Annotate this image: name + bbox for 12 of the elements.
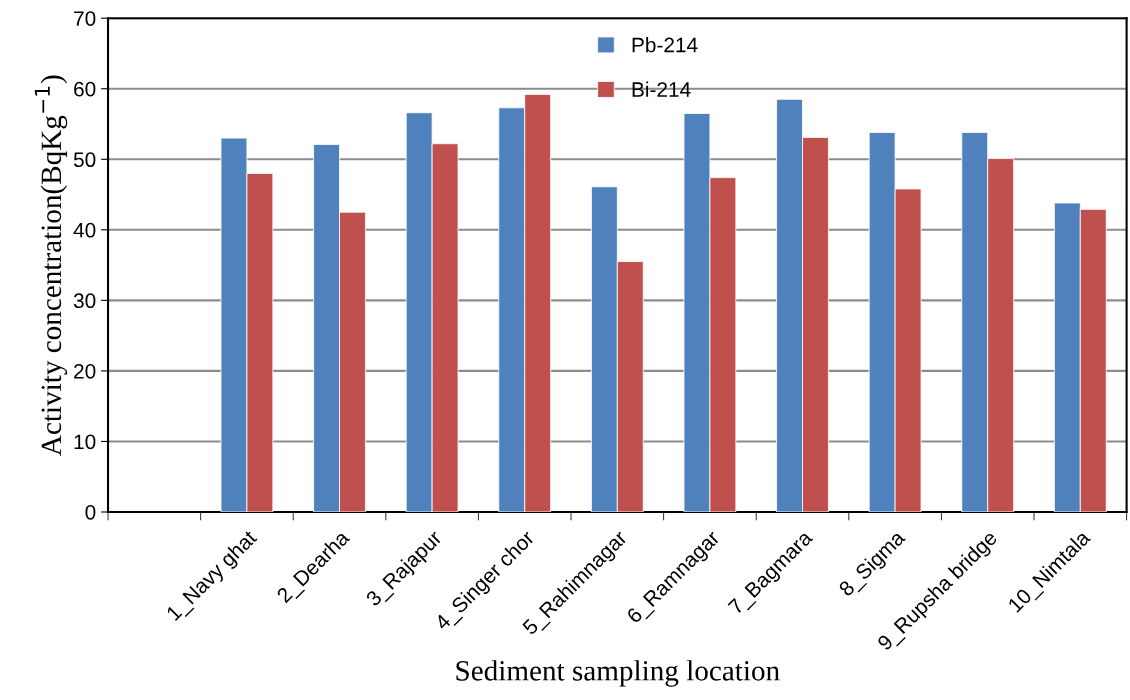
y-tick-label: 40 xyxy=(73,222,96,238)
y-axis-title: Activity concentration(BqKg$^{−1}$) xyxy=(34,75,68,456)
y-tick-label: 60 xyxy=(74,81,96,97)
legend-label: Bi-214 xyxy=(632,81,691,97)
y-tick-label: 50 xyxy=(73,152,96,168)
x-axis-title: Sediment sampling location xyxy=(456,660,780,687)
y-tick-label: 70 xyxy=(74,11,96,26)
y-tick-label: 0 xyxy=(85,504,96,520)
y-tick-label: 20 xyxy=(74,363,96,379)
y-tick-label: 10 xyxy=(74,434,96,450)
legend-label: Pb-214 xyxy=(632,37,698,53)
y-tick-label: 30 xyxy=(73,293,96,309)
